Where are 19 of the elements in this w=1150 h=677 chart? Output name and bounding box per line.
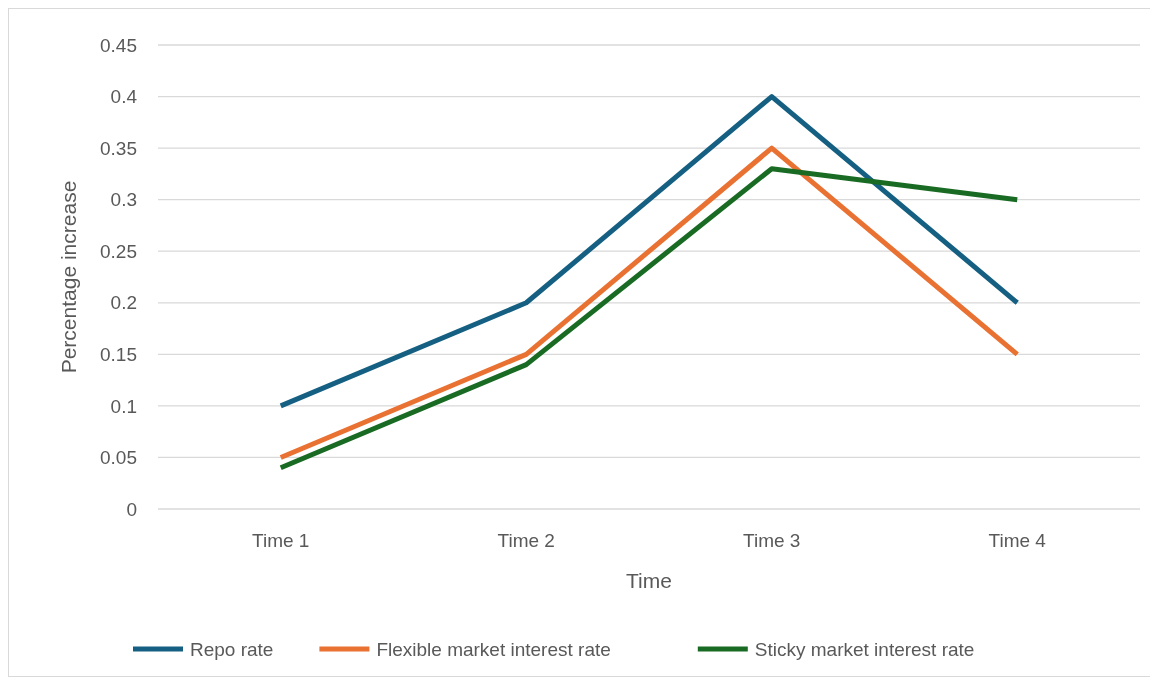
x-tick-label: Time 2 <box>497 530 555 551</box>
legend-label: Sticky market interest rate <box>754 638 975 660</box>
x-tick-label: Time 1 <box>252 530 310 551</box>
y-tick-label: 0 <box>126 498 137 520</box>
y-tick-label: 0.25 <box>100 240 137 262</box>
y-tick-label: 0.35 <box>100 137 137 159</box>
x-axis-title: Time <box>626 569 672 592</box>
y-tick-label: 0.05 <box>100 447 137 469</box>
y-tick-label: 0.3 <box>110 189 137 211</box>
x-tick-label: Time 3 <box>743 530 801 551</box>
y-tick-label: 0.15 <box>100 343 137 365</box>
legend-label: Repo rate <box>190 638 274 660</box>
y-tick-label: 0.4 <box>110 86 138 108</box>
legend-label: Flexible market interest rate <box>376 638 611 660</box>
y-tick-label: 0.1 <box>110 395 137 417</box>
y-tick-label: 0.45 <box>100 34 137 56</box>
y-tick-label: 0.2 <box>110 292 137 314</box>
x-tick-label: Time 4 <box>988 530 1047 551</box>
y-axis-title: Percentage increase <box>57 180 80 374</box>
